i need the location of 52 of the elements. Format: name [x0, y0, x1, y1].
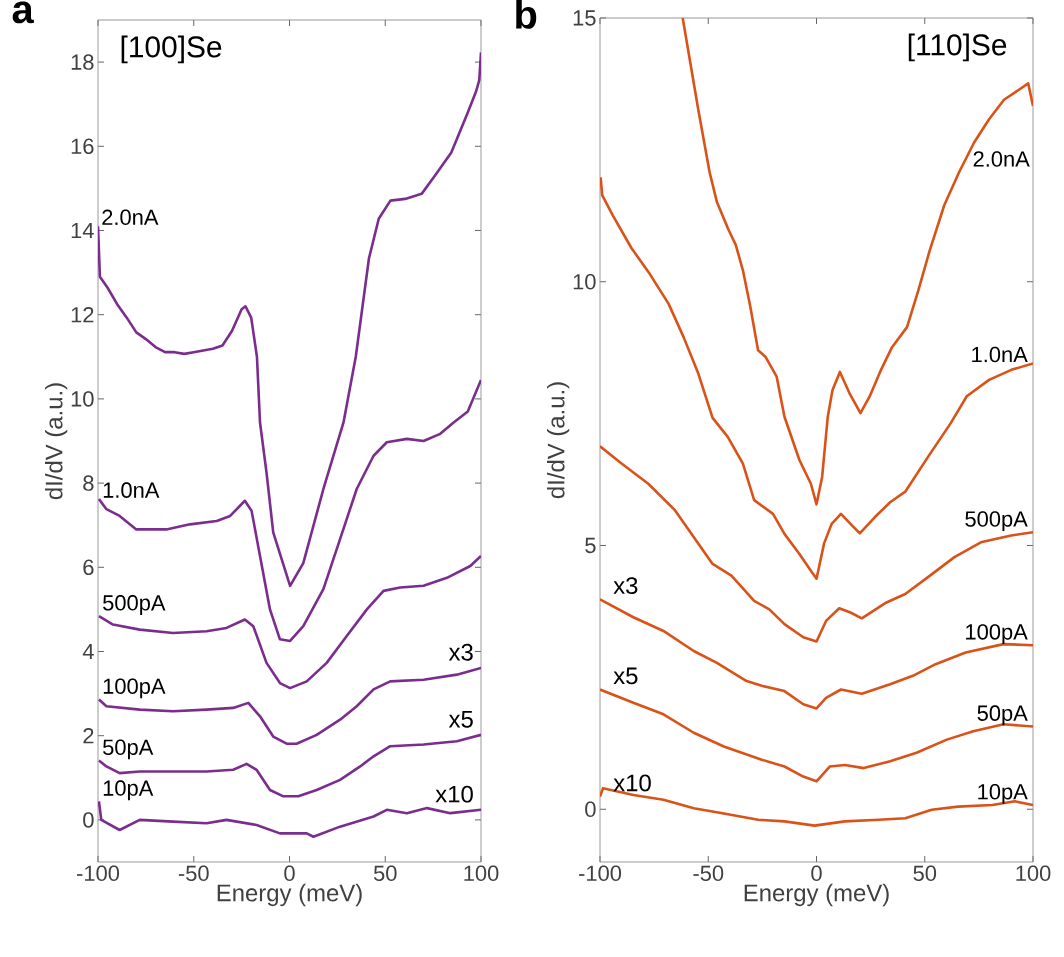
annotation: x3: [613, 577, 638, 595]
y-tick-label: 10: [573, 273, 596, 290]
annotation: x5: [613, 667, 638, 685]
series-label: 2.0nA: [102, 209, 159, 226]
y-tick-label: 18: [71, 54, 94, 70]
y-tick-label: 2: [83, 728, 94, 744]
series-label: 10pA: [103, 780, 154, 801]
x-tick-label: 100: [464, 865, 499, 882]
x-tick-label: 0: [811, 865, 822, 882]
y-tick-label: 5: [585, 537, 596, 554]
x-tick-label: 0: [284, 865, 295, 882]
series-label: 500pA: [103, 595, 166, 615]
series-label: 100pA: [103, 678, 166, 699]
y-tick-label: 0: [585, 801, 596, 818]
series-label: 2.0nA: [973, 151, 1030, 167]
line-series: [681, 17, 1034, 506]
line-series: [98, 378, 481, 643]
y-tick-label: 14: [71, 222, 94, 239]
annotation: x10: [435, 785, 473, 803]
x-tick-label: 100: [1016, 865, 1051, 882]
y-axis-title: dI/dV (a.u.): [44, 383, 68, 500]
series-label: 50pA: [103, 739, 154, 760]
y-tick-label: 4: [82, 643, 94, 660]
x-tick-label: -50: [178, 865, 209, 882]
annotation: x5: [448, 710, 473, 728]
series-label: 500pA: [965, 511, 1028, 532]
annotation: x10: [613, 774, 651, 792]
x-axis-title: Energy (meV): [217, 883, 362, 907]
series-label: 1.0nA: [972, 346, 1028, 363]
x-tick-label: 50: [913, 865, 937, 882]
series-label: 100pA: [966, 624, 1028, 644]
y-tick-label: 16: [71, 138, 94, 155]
x-tick-label: 50: [373, 865, 397, 882]
y-tick-label: 12: [71, 307, 94, 323]
y-tick-label: 8: [83, 475, 94, 491]
annotation: [100]Se: [121, 35, 222, 64]
y-tick-label: 15: [573, 10, 596, 26]
y-tick-label: 6: [83, 559, 94, 576]
x-axis-title: Energy (meV): [744, 883, 889, 907]
series-label: 1.0nA: [103, 482, 160, 498]
x-tick-label: -50: [693, 865, 724, 882]
x-tick-label: -100: [77, 865, 120, 882]
x-tick-label: -100: [579, 865, 622, 882]
chart-title: a: [12, 1, 34, 24]
series-label: 10pA: [978, 783, 1028, 804]
y-axis-title: dI/dV (a.u.): [546, 382, 570, 499]
annotation: [110]Se: [908, 33, 1007, 62]
y-tick-label: 10: [71, 391, 94, 407]
series-label: 50pA: [977, 705, 1028, 726]
annotation: x3: [448, 643, 473, 661]
y-tick-label: 0: [83, 812, 94, 828]
chart-title: b: [516, 0, 537, 29]
